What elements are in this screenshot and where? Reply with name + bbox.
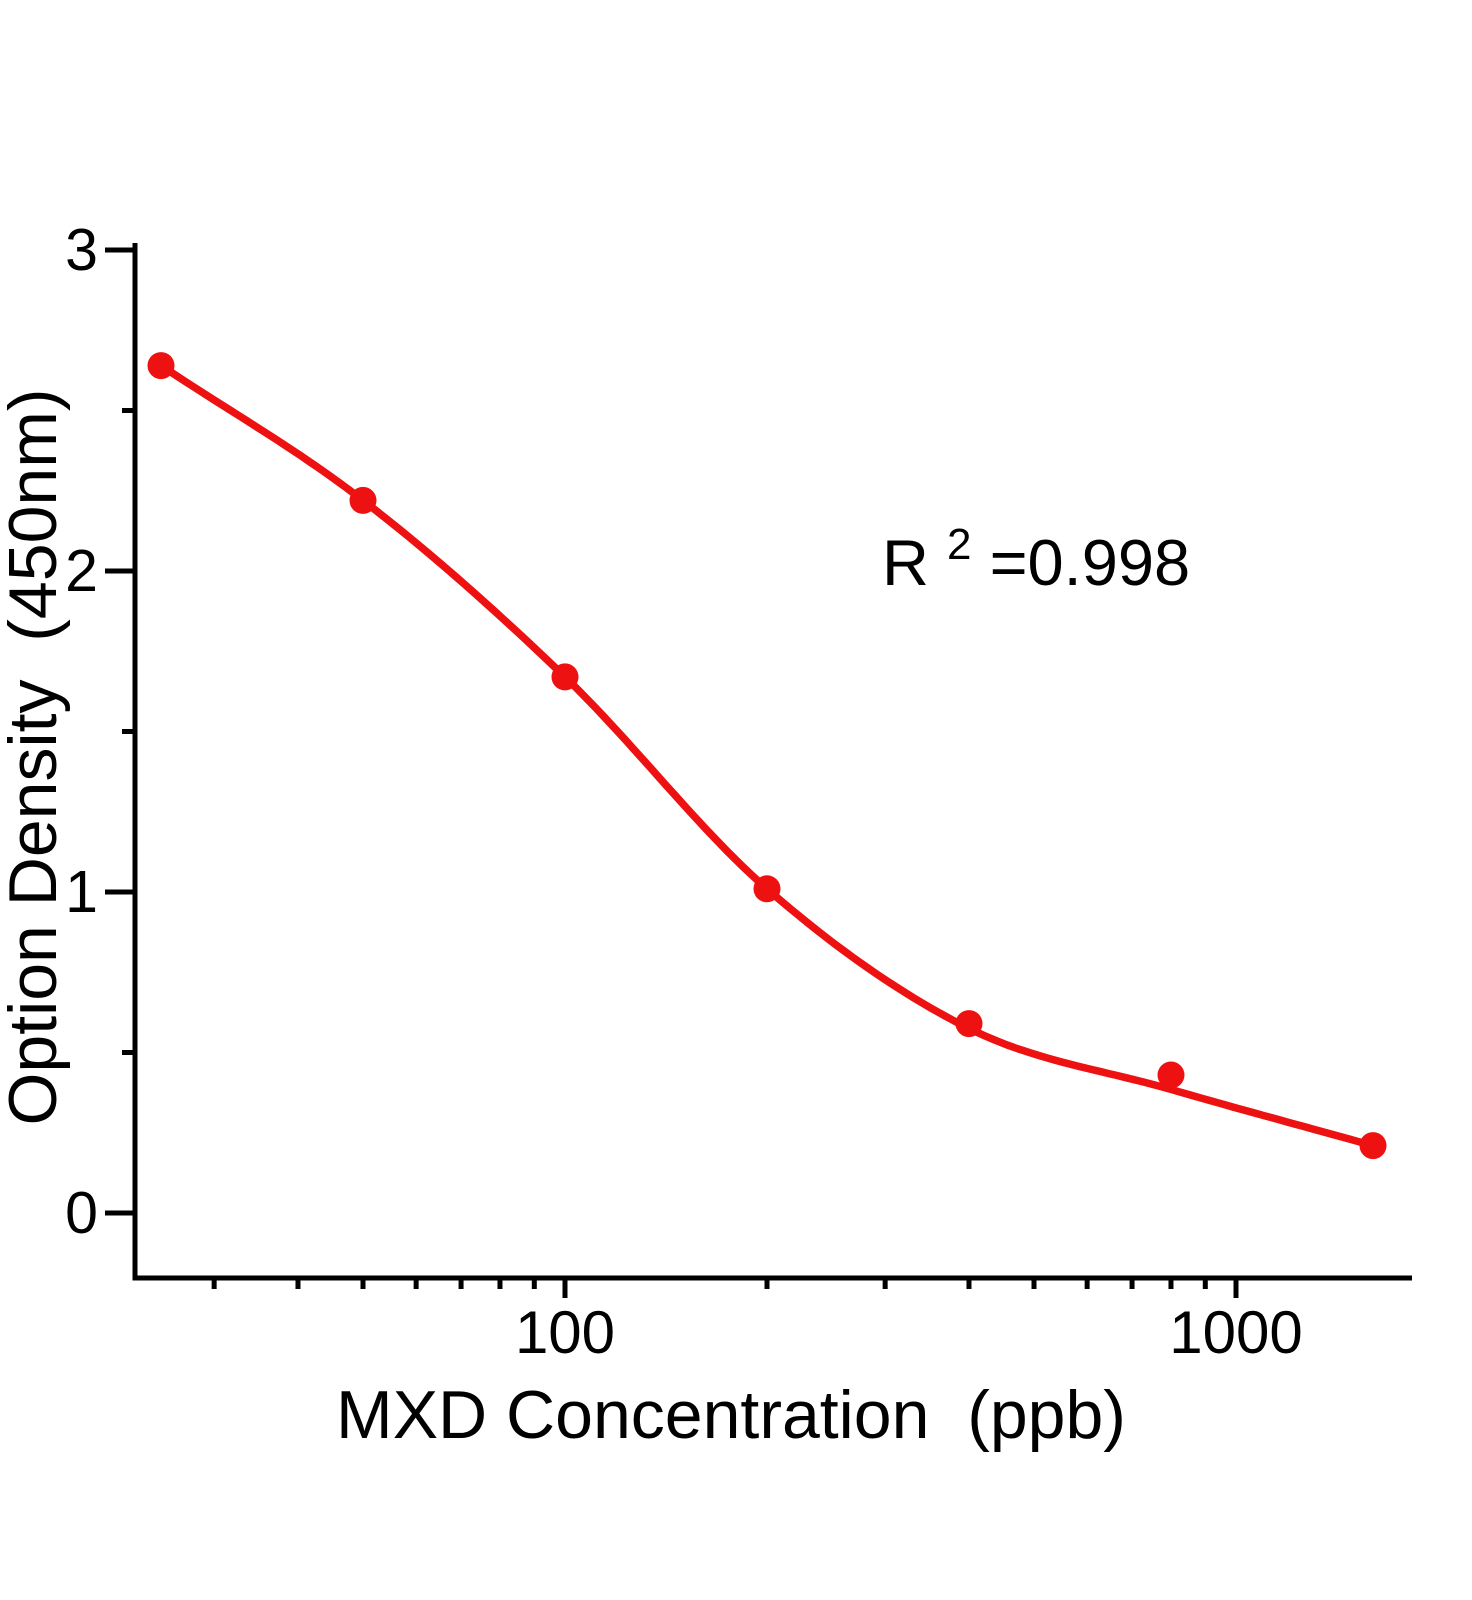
data-point <box>147 352 175 380</box>
data-point <box>551 663 579 691</box>
y-axis-title: Option Density (450nm) <box>0 389 71 1126</box>
data-point <box>955 1010 983 1038</box>
series-layer <box>147 352 1387 1160</box>
data-point <box>1359 1132 1387 1160</box>
x-axis-title: MXD Concentration (ppb) <box>336 1377 1126 1453</box>
r-squared-value: =0.998 <box>990 526 1191 599</box>
y-tick-label-1: 1 <box>65 859 98 925</box>
y-tick-label-2: 2 <box>65 538 98 604</box>
y-tick-label-0: 0 <box>65 1180 98 1246</box>
x-tick-label-100: 100 <box>515 1299 615 1366</box>
r-squared-annotation: R 2 =0.998 <box>882 500 1190 599</box>
x-tick-label-1000: 1000 <box>1169 1299 1302 1366</box>
r-squared-exponent: 2 <box>947 520 971 569</box>
data-point <box>349 486 377 514</box>
data-point <box>1157 1061 1185 1089</box>
axes-layer <box>105 243 1412 1298</box>
data-point <box>753 875 781 903</box>
fit-curve <box>157 361 1377 1150</box>
y-tick-label-3: 3 <box>65 217 98 283</box>
r-squared-base: R <box>882 526 929 599</box>
